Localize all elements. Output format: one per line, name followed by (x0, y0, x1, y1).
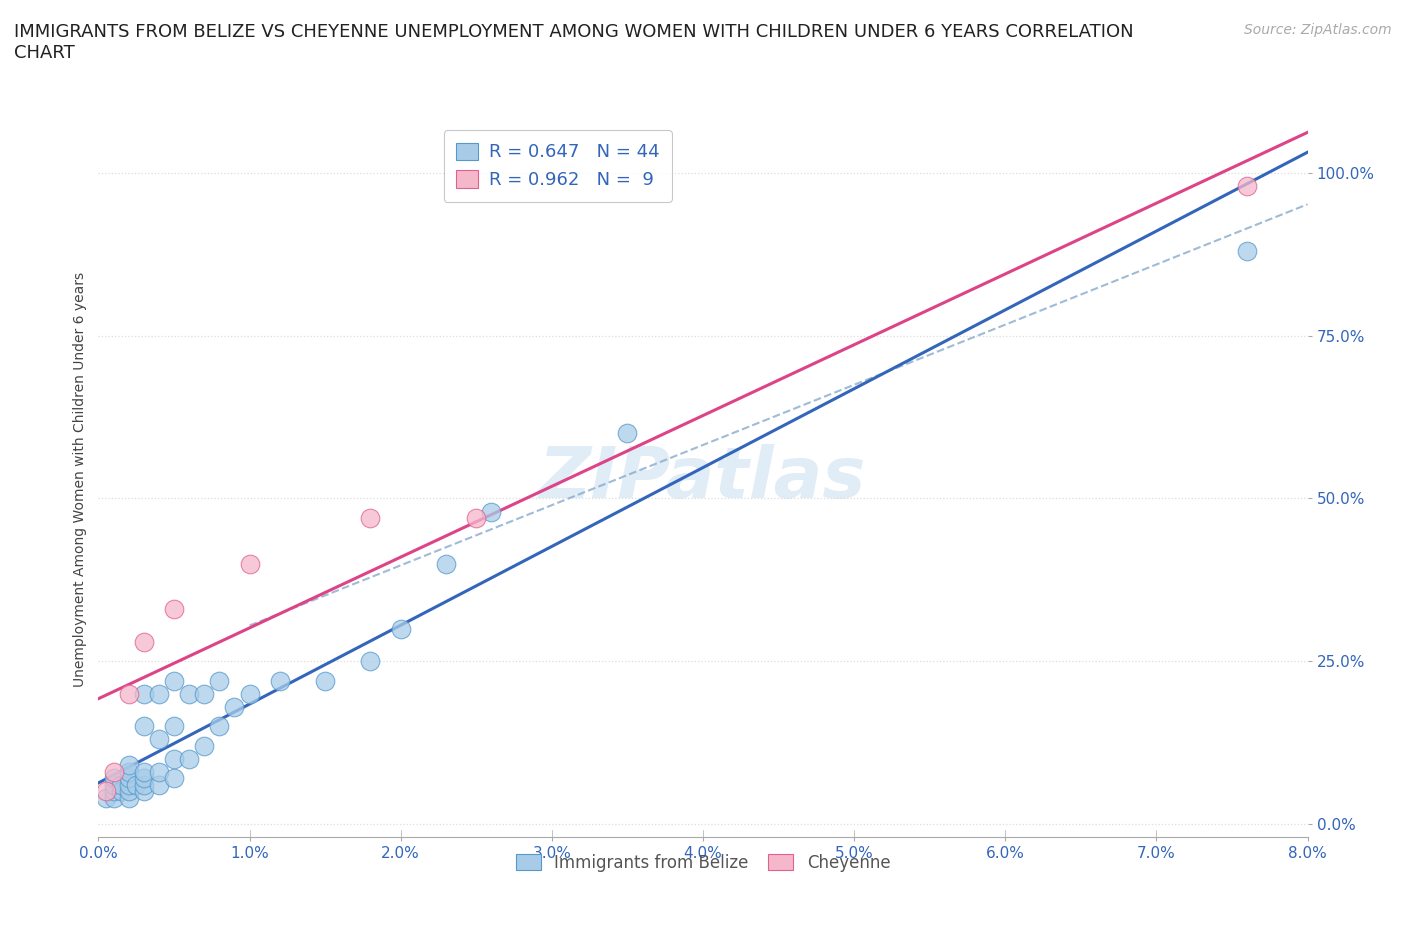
Point (239, 556, 262, 571)
Point (118, 777, 141, 792)
Point (360, 654, 382, 669)
Point (94, 784, 117, 799)
Point (239, 686, 262, 701)
Point (389, 621, 412, 636)
Point (163, 673, 186, 688)
Point (118, 790, 141, 805)
Point (132, 771, 155, 786)
Point (132, 764, 155, 779)
Point (224, 699, 246, 714)
Point (118, 758, 141, 773)
Point (163, 719, 186, 734)
Point (132, 686, 155, 701)
Point (118, 764, 141, 779)
Point (148, 764, 170, 779)
Legend: Immigrants from Belize, Cheyenne: Immigrants from Belize, Cheyenne (509, 847, 897, 879)
Point (616, 426, 638, 441)
Point (360, 511, 382, 525)
Point (132, 777, 155, 792)
Point (269, 673, 291, 688)
Point (118, 686, 141, 701)
Point (132, 634, 155, 649)
Point (110, 777, 132, 792)
Point (163, 602, 186, 617)
Point (179, 751, 201, 766)
Point (103, 771, 125, 786)
Text: Source: ZipAtlas.com: Source: ZipAtlas.com (1244, 23, 1392, 37)
Point (103, 777, 125, 792)
Point (148, 777, 170, 792)
Y-axis label: Unemployment Among Women with Children Under 6 years: Unemployment Among Women with Children U… (73, 272, 87, 686)
Point (193, 738, 215, 753)
Point (163, 751, 186, 766)
Point (208, 673, 231, 688)
Point (103, 764, 125, 779)
Point (1236, 179, 1258, 193)
Point (103, 784, 125, 799)
Point (148, 686, 170, 701)
Point (125, 777, 148, 792)
Text: ZIPatlas: ZIPatlas (540, 445, 866, 513)
Point (208, 719, 231, 734)
Point (1236, 244, 1258, 259)
Point (103, 790, 125, 805)
Point (118, 784, 141, 799)
Point (132, 719, 155, 734)
Point (465, 511, 488, 525)
Point (481, 504, 503, 519)
Point (118, 771, 141, 786)
Text: IMMIGRANTS FROM BELIZE VS CHEYENNE UNEMPLOYMENT AMONG WOMEN WITH CHILDREN UNDER : IMMIGRANTS FROM BELIZE VS CHEYENNE UNEMP… (14, 23, 1133, 62)
Point (314, 673, 336, 688)
Point (94, 790, 117, 805)
Point (148, 732, 170, 747)
Point (179, 686, 201, 701)
Point (193, 686, 215, 701)
Point (163, 771, 186, 786)
Point (132, 784, 155, 799)
Point (110, 784, 132, 799)
Point (434, 556, 457, 571)
